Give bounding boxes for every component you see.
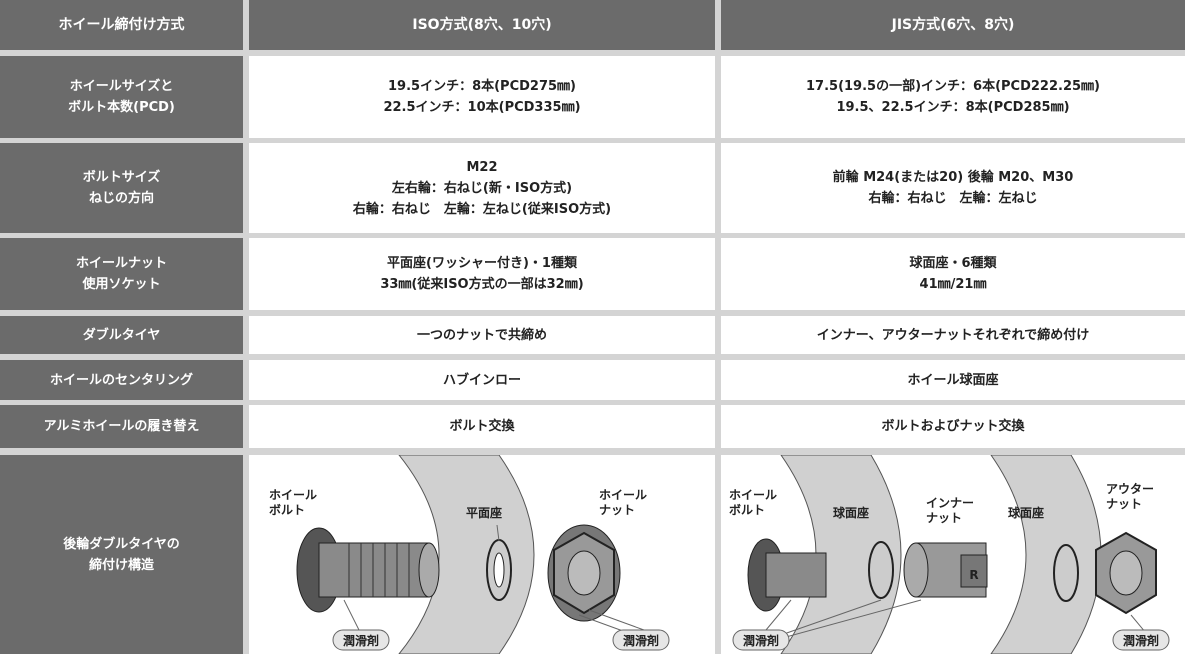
diagram-label: インナー: [926, 496, 974, 510]
cell-text: 平面座(ワッシャー付き)・1種類: [387, 256, 577, 271]
washer-hole: [493, 552, 505, 588]
cell-text: 33㎜(従来ISO方式の一部は32㎜): [380, 277, 584, 292]
cell-text: インナー、アウターナットそれぞれで締め付け: [816, 327, 1090, 343]
cell-text: ボルトおよびナット交換: [881, 419, 1025, 434]
cell-text: ISO方式(8穴、10穴): [412, 16, 552, 33]
table-cell: 前輪 M24(または20) 後輪 M20、M30 右輪：右ねじ 左輪：左ねじ: [721, 143, 1185, 233]
cell-text: ボルト本数(PCD): [68, 100, 175, 115]
cell-text: ホイールナット: [75, 256, 167, 271]
inner-nut-square: [960, 554, 988, 588]
cell-text: ボルトサイズ: [82, 170, 161, 185]
diagram-label: 潤滑剤: [1123, 633, 1159, 648]
table-cell: 19.5インチ：8本(PCD275㎜) 22.5インチ：10本(PCD335㎜): [249, 56, 715, 138]
cell-text: M22: [466, 159, 498, 175]
table-cell: ダブルタイヤ: [0, 316, 243, 354]
diagram-label: 潤滑剤: [623, 633, 659, 648]
leader-lines: [765, 599, 1147, 638]
cell-text: ボルト交換: [449, 419, 515, 434]
cell-text: 19.5インチ：8本(PCD275㎜): [388, 79, 576, 94]
cell-text: 17.5(19.5の一部)インチ：6本(PCD222.25㎜): [806, 79, 1100, 94]
table-cell: ハブインロー: [249, 360, 715, 400]
diagram-label: 潤滑剤: [743, 633, 779, 648]
diagram-label: ナット: [926, 511, 962, 525]
diagram-label: ホイール: [729, 488, 777, 502]
diagram-label: ナット: [1106, 497, 1142, 511]
bolt-shaft: [318, 542, 430, 598]
diagram-label: 球面座: [1008, 505, 1044, 520]
diagram-label: ボルト: [269, 502, 305, 517]
nut-hole: [1109, 550, 1143, 596]
cell-text: 前輪 M24(または20) 後輪 M20、M30: [832, 170, 1074, 185]
cell-text: ホイール球面座: [907, 372, 999, 388]
diagram-label: アウター: [1106, 482, 1154, 496]
label-badge: [1112, 629, 1170, 651]
bolt-end: [418, 542, 440, 598]
table-cell: 平面座(ワッシャー付き)・1種類 33㎜(従来ISO方式の一部は32㎜): [249, 238, 715, 310]
diagram-label: 潤滑剤: [343, 633, 379, 648]
cell-text: 一つのナットで共締め: [416, 327, 547, 343]
table-cell: 一つのナットで共締め: [249, 316, 715, 354]
table-cell: ISO方式(8穴、10穴): [249, 0, 715, 50]
table-cell: インナー、アウターナットそれぞれで締め付け: [721, 316, 1185, 354]
diagram-label: ナット: [599, 503, 635, 517]
table-cell: ボルト交換: [249, 405, 715, 448]
cell-text: 41㎜/21㎜: [919, 277, 987, 292]
cell-text: 球面座・6種類: [909, 256, 997, 271]
cell-text: 締付け構造: [88, 557, 154, 573]
cell-text: アルミホイールの履き替え: [43, 419, 200, 434]
cell-text: 後輪ダブルタイヤの: [63, 536, 180, 552]
table-cell: ホイールのセンタリング: [0, 360, 243, 400]
wheel-disc: [398, 455, 535, 654]
cell-text: JIS方式(6穴、8穴): [891, 16, 1015, 33]
cell-text: 右輪：右ねじ 左輪：左ねじ(従来ISO方式): [352, 201, 612, 217]
table-cell: ボルトサイズ ねじの方向: [0, 143, 243, 233]
table-cell: ホイール締付け方式: [0, 0, 243, 50]
table-cell: ボルトおよびナット交換: [721, 405, 1185, 448]
nut-hole: [567, 550, 601, 596]
wheel-disc: [990, 455, 1102, 654]
table-cell: 後輪ダブルタイヤの 締付け構造: [0, 455, 243, 654]
inner-nut-end: [903, 542, 929, 598]
cell-text: 左右輪：右ねじ(新・ISO方式): [391, 180, 573, 196]
table-cell: JIS方式(6穴、8穴): [721, 0, 1185, 50]
table-cell: ホイールサイズと ボルト本数(PCD): [0, 56, 243, 138]
cell-text: ホイールのセンタリング: [49, 372, 193, 388]
cell-text: 19.5、22.5インチ：8本(PCD285㎜): [836, 100, 1070, 115]
diagram-label: R: [969, 568, 978, 582]
diagram-label: 球面座: [833, 505, 869, 520]
table-cell: アルミホイールの履き替え: [0, 405, 243, 448]
cell-text: ホイール締付け方式: [58, 16, 185, 33]
diagram-label: ホイール: [269, 488, 317, 502]
diagram-label: 平面座: [466, 505, 502, 520]
label-badge: [612, 629, 670, 651]
cell-text: ホイールサイズと: [69, 79, 174, 94]
cell-text: ダブルタイヤ: [82, 327, 161, 343]
thread: [348, 543, 410, 597]
label-badge: [332, 629, 390, 651]
cell-text: ねじの方向: [88, 191, 154, 206]
table-cell: ホイールナット 使用ソケット: [0, 238, 243, 310]
wheel-disc: [780, 455, 902, 654]
table-cell: M22 左右輪：右ねじ(新・ISO方式) 右輪：右ねじ 左輪：左ねじ(従来ISO方式…: [249, 143, 715, 233]
table-cell: 球面座・6種類 41㎜/21㎜: [721, 238, 1185, 310]
spherical-seat: [1053, 544, 1079, 602]
label-badge: [732, 629, 790, 651]
diagram-label: ホイール: [599, 488, 647, 502]
cell-text: 右輪：右ねじ 左輪：左ねじ: [868, 191, 1038, 206]
spherical-seat: [868, 541, 894, 599]
table-cell: 17.5(19.5の一部)インチ：6本(PCD222.25㎜) 19.5、22.5…: [721, 56, 1185, 138]
cell-text: ハブインロー: [442, 372, 521, 388]
cell-text: 使用ソケット: [82, 277, 161, 292]
bolt-shaft: [765, 552, 827, 598]
diagram-label: ボルト: [729, 502, 765, 517]
cell-text: 22.5インチ：10本(PCD335㎜): [383, 100, 581, 115]
table-cell: ホイール球面座: [721, 360, 1185, 400]
